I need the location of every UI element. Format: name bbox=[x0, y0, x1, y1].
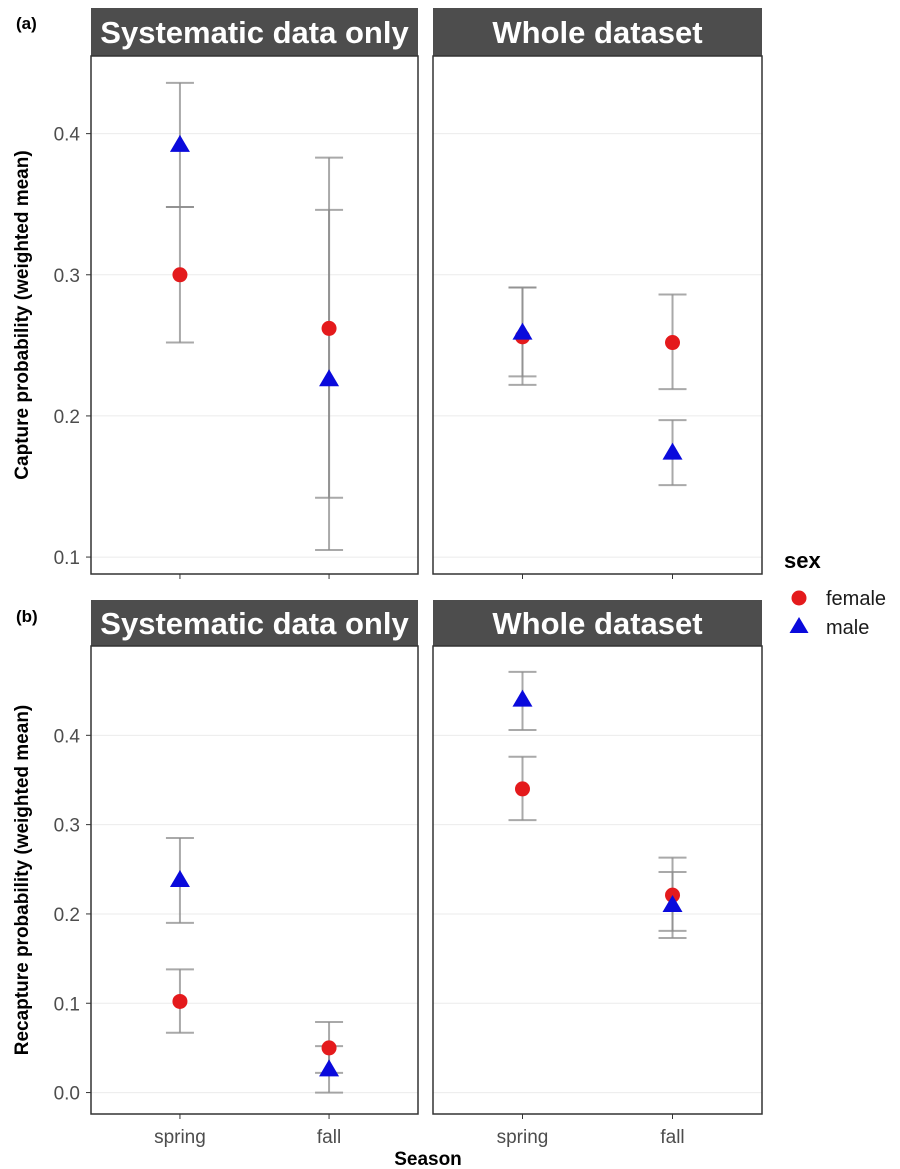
data-point-male bbox=[319, 1059, 340, 1077]
x-tick-label: spring bbox=[497, 1127, 549, 1148]
panel-background bbox=[433, 646, 762, 1114]
y-tick-label: 0.1 bbox=[54, 548, 80, 569]
y-tick-label: 0.4 bbox=[54, 125, 81, 146]
chart-row-b: Recapture probability (weighted mean) 0.0… bbox=[12, 600, 763, 1148]
facet-systematic: Systematic data only bbox=[90, 8, 419, 579]
data-point-female bbox=[321, 320, 337, 336]
x-tick-label: fall bbox=[317, 1127, 341, 1148]
facet-whole: Whole dataset spring fall bbox=[432, 600, 763, 1148]
panel-background bbox=[433, 56, 762, 574]
y-tick-label: 0.0 bbox=[54, 1084, 80, 1105]
facet-whole: Whole dataset bbox=[432, 8, 763, 579]
panel-background bbox=[91, 56, 418, 574]
data-point-male bbox=[169, 134, 190, 152]
facet-strip bbox=[91, 8, 418, 56]
data-point-male bbox=[662, 442, 683, 460]
data-point-female bbox=[514, 781, 530, 797]
data-point-male bbox=[512, 689, 533, 707]
data-point-male bbox=[169, 870, 190, 887]
facet-title: Whole dataset bbox=[492, 15, 702, 50]
chart-row-a: Capture probability (weighted mean) 0.1 0.… bbox=[12, 8, 763, 579]
panel-label-a: (a) bbox=[16, 14, 37, 33]
legend: sex female male bbox=[784, 548, 886, 639]
x-tick-label: fall bbox=[660, 1127, 684, 1148]
y-tick-label: 0.2 bbox=[54, 407, 80, 428]
y-tick-label: 0.1 bbox=[54, 994, 80, 1015]
legend-title: sex bbox=[784, 548, 821, 573]
panel-border bbox=[90, 55, 419, 575]
plot-area: Capture probability (weighted mean) 0.1 0.… bbox=[12, 8, 763, 1148]
panel-border bbox=[90, 645, 419, 1115]
legend-female-key bbox=[791, 590, 807, 606]
facet-title: Whole dataset bbox=[492, 606, 702, 641]
facet-systematic: Systematic data only spring fall bbox=[90, 600, 419, 1148]
data-point-male bbox=[319, 369, 340, 387]
y-tick-label: 0.2 bbox=[54, 905, 80, 926]
data-point-female bbox=[665, 335, 681, 351]
y-tick-label: 0.3 bbox=[54, 816, 80, 837]
panel-border bbox=[432, 55, 763, 575]
y-tick-label: 0.4 bbox=[54, 726, 81, 747]
panel-background bbox=[91, 646, 418, 1114]
data-point-female bbox=[321, 1040, 337, 1056]
panel-border bbox=[432, 645, 763, 1115]
y-axis-title: Capture probability (weighted mean) bbox=[12, 150, 33, 479]
data-point-male bbox=[512, 322, 533, 340]
facet-strip bbox=[433, 600, 762, 646]
facet-title: Systematic data only bbox=[100, 15, 409, 50]
legend-female-label: female bbox=[826, 588, 886, 610]
x-tick-label: spring bbox=[154, 1127, 206, 1148]
x-axis-title: Season bbox=[394, 1149, 462, 1169]
facet-strip bbox=[91, 600, 418, 646]
y-axis-title: Recapture probability (weighted mean) bbox=[12, 705, 33, 1056]
legend-male-label: male bbox=[826, 617, 869, 639]
legend-male-key bbox=[789, 617, 809, 633]
data-point-female bbox=[172, 993, 188, 1009]
facet-title: Systematic data only bbox=[100, 606, 409, 641]
y-tick-label: 0.3 bbox=[54, 266, 80, 287]
data-point-male bbox=[662, 895, 683, 913]
data-point-female bbox=[172, 267, 188, 283]
panel-label-b: (b) bbox=[16, 607, 38, 626]
facet-strip bbox=[433, 8, 762, 56]
